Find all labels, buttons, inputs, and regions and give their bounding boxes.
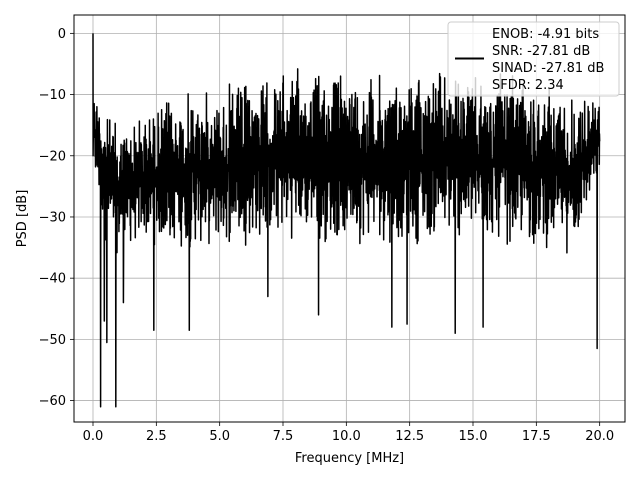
legend-snr: SNR: -27.81 dB	[492, 44, 590, 59]
series-psd	[92, 33, 601, 408]
y-tick-label: −50	[39, 333, 66, 348]
x-tick-label: 15.0	[459, 429, 488, 444]
legend-sinad: SINAD: -27.81 dB	[492, 61, 604, 76]
plot-frame	[73, 14, 626, 423]
x-tick-label: 2.5	[146, 429, 167, 444]
x-axis-label: Frequency [MHz]	[295, 451, 404, 466]
x-tick-label: 10.0	[332, 429, 361, 444]
y-tick-label: −30	[39, 210, 66, 225]
x-tick-label: 5.0	[209, 429, 230, 444]
y-tick-label: −60	[39, 394, 66, 409]
y-tick-label: −40	[39, 272, 66, 287]
x-tick-label: 20.0	[585, 429, 614, 444]
legend-enob: ENOB: -4.91 bits	[492, 27, 599, 42]
x-tick-label: 17.5	[522, 429, 551, 444]
legend-box	[447, 21, 620, 97]
legend-sfdr: SFDR: 2.34	[492, 78, 564, 93]
axis-ticks: 0.0 2.5 5.0 7.5 10.0 12.5 15.0 17.5 20.0 0 −10 −20 −…	[39, 27, 615, 444]
psd-series-line	[92, 33, 601, 408]
legend: ENOB: -4.91 bits SNR: -27.81 dB SINAD: -…	[447, 21, 620, 97]
x-tick-label: 7.5	[273, 429, 294, 444]
y-axis-label: PSD [dB]	[15, 190, 30, 248]
y-tick-label: −10	[39, 88, 66, 103]
y-tick-label: −20	[39, 149, 66, 164]
x-tick-label: 0.0	[83, 429, 104, 444]
y-tick-label: 0	[58, 27, 66, 42]
x-tick-label: 12.5	[395, 429, 424, 444]
